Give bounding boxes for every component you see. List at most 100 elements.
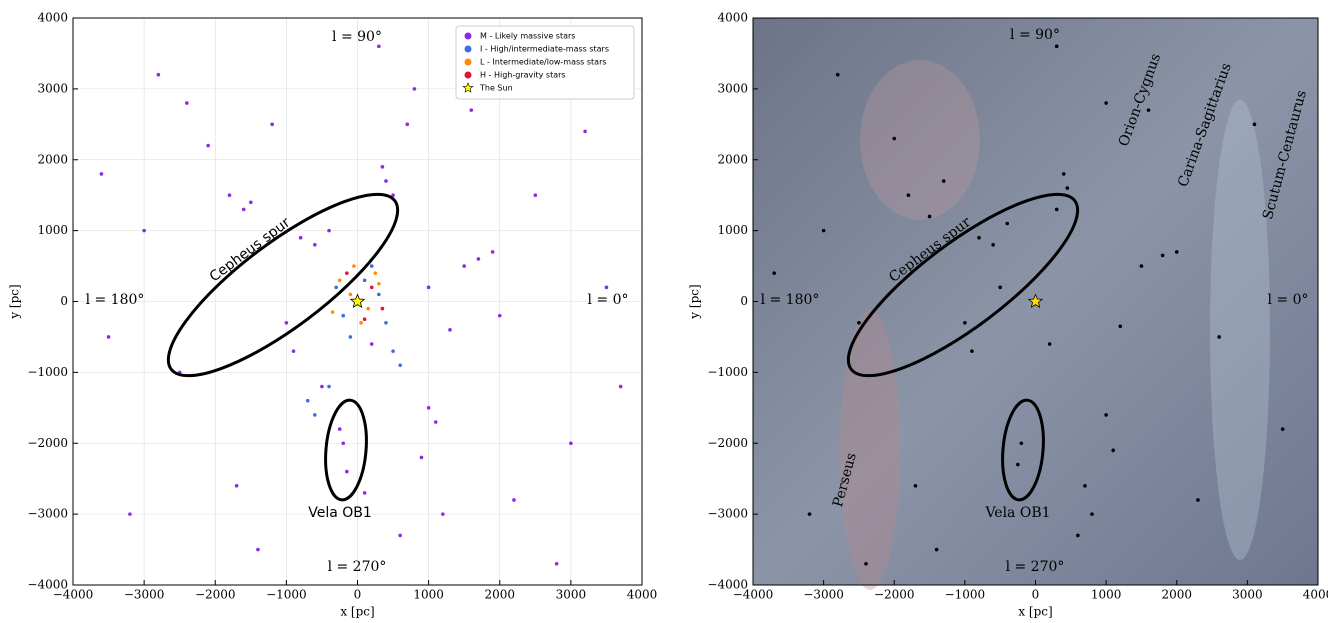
legend-label: M - Likely massive stars bbox=[480, 32, 575, 41]
annotation: l = 0° bbox=[587, 292, 628, 308]
star-point bbox=[512, 498, 516, 502]
star-point bbox=[1019, 441, 1024, 446]
star-point bbox=[583, 129, 587, 134]
y-tick-label: 1000 bbox=[37, 223, 68, 237]
star-point bbox=[334, 285, 338, 290]
star-point bbox=[892, 136, 897, 141]
y-axis-label: y [pc] bbox=[8, 284, 22, 319]
star-point bbox=[305, 398, 310, 403]
legend-marker bbox=[464, 45, 472, 53]
star-point bbox=[270, 122, 274, 127]
star-point bbox=[1054, 44, 1059, 49]
star-point bbox=[1083, 483, 1087, 488]
star-point bbox=[345, 271, 349, 275]
star-point bbox=[963, 320, 967, 325]
y-tick-label: 4000 bbox=[37, 11, 68, 25]
star-point bbox=[249, 200, 253, 205]
y-tick-label: 0 bbox=[740, 294, 748, 308]
star-point bbox=[345, 469, 349, 474]
vela-ellipse bbox=[324, 398, 368, 502]
star-point bbox=[380, 165, 385, 169]
star-point bbox=[99, 172, 104, 176]
y-axis-label: y [pc] bbox=[688, 284, 702, 319]
star-point bbox=[128, 512, 132, 516]
star-point bbox=[1061, 172, 1066, 176]
y-tick-label: 3000 bbox=[717, 81, 748, 95]
star-point bbox=[533, 193, 538, 197]
star-point bbox=[1065, 186, 1070, 190]
star-point bbox=[359, 320, 363, 325]
star-point bbox=[857, 320, 861, 325]
y-tick-label: 2000 bbox=[37, 152, 68, 166]
star-point bbox=[1252, 122, 1257, 127]
star-point bbox=[369, 285, 374, 290]
star-point bbox=[426, 285, 431, 290]
star-point bbox=[327, 228, 331, 233]
star-point bbox=[1217, 335, 1221, 339]
y-tick-label: −1000 bbox=[27, 365, 68, 379]
star-point bbox=[384, 179, 388, 183]
star-point bbox=[469, 108, 474, 112]
y-tick-label: 2000 bbox=[717, 152, 748, 166]
legend-marker bbox=[464, 32, 472, 40]
star-point bbox=[807, 512, 812, 516]
plot-frame bbox=[72, 17, 643, 586]
star-point bbox=[241, 207, 246, 212]
star-point bbox=[433, 420, 438, 424]
legend-marker bbox=[464, 71, 472, 79]
star-point bbox=[476, 257, 481, 261]
star-point bbox=[369, 264, 374, 268]
star-point bbox=[1139, 264, 1144, 268]
y-tick-label: 3000 bbox=[37, 81, 68, 95]
y-tick-label: 0 bbox=[60, 294, 68, 308]
star-point bbox=[106, 335, 111, 339]
star-point bbox=[934, 547, 939, 552]
arm-glow bbox=[1210, 100, 1270, 560]
star-point bbox=[1174, 250, 1179, 254]
star-point bbox=[156, 72, 161, 77]
star-point bbox=[320, 384, 324, 389]
star-point bbox=[348, 292, 353, 297]
star-point bbox=[291, 349, 296, 353]
star-point bbox=[412, 87, 417, 91]
star-point bbox=[1280, 427, 1285, 431]
y-tick-label: 4000 bbox=[717, 11, 748, 25]
y-tick-label: −2000 bbox=[707, 436, 748, 450]
star-point bbox=[391, 193, 395, 197]
star-point bbox=[1090, 512, 1094, 516]
y-tick-label: 1000 bbox=[717, 223, 748, 237]
star-point bbox=[448, 328, 452, 332]
star-point bbox=[362, 317, 367, 322]
star-point bbox=[441, 512, 445, 516]
star-point bbox=[1054, 207, 1059, 212]
star-point bbox=[341, 441, 346, 446]
star-point bbox=[284, 320, 289, 325]
star-point bbox=[835, 72, 840, 77]
star-point bbox=[362, 278, 367, 283]
star-point bbox=[330, 310, 335, 314]
x-tick-label: 4000 bbox=[627, 588, 658, 602]
y-tick-label: −4000 bbox=[707, 578, 748, 592]
x-tick-label: 0 bbox=[354, 588, 362, 602]
star-point bbox=[142, 228, 146, 233]
star-point bbox=[864, 561, 868, 566]
star-point bbox=[377, 44, 381, 49]
star-point bbox=[1076, 533, 1080, 538]
annotation: l = 180° bbox=[86, 292, 145, 308]
annotation: Cepheus spur bbox=[207, 215, 294, 286]
star-point bbox=[405, 122, 410, 127]
y-tick-label: −1000 bbox=[707, 365, 748, 379]
y-tick-label: −3000 bbox=[27, 507, 68, 521]
x-tick-label: −3000 bbox=[803, 588, 844, 602]
star-point bbox=[313, 243, 317, 247]
star-point bbox=[234, 483, 239, 488]
sun-marker bbox=[349, 293, 366, 309]
cepheus-ellipse bbox=[166, 192, 400, 378]
legend-box bbox=[455, 25, 635, 100]
annotation: l = 90° bbox=[332, 29, 382, 45]
y-tick-label: −4000 bbox=[27, 578, 68, 592]
x-tick-label: 3000 bbox=[1232, 588, 1263, 602]
star-point bbox=[426, 406, 431, 410]
x-tick-label: −1000 bbox=[266, 588, 307, 602]
star-point bbox=[384, 320, 388, 325]
